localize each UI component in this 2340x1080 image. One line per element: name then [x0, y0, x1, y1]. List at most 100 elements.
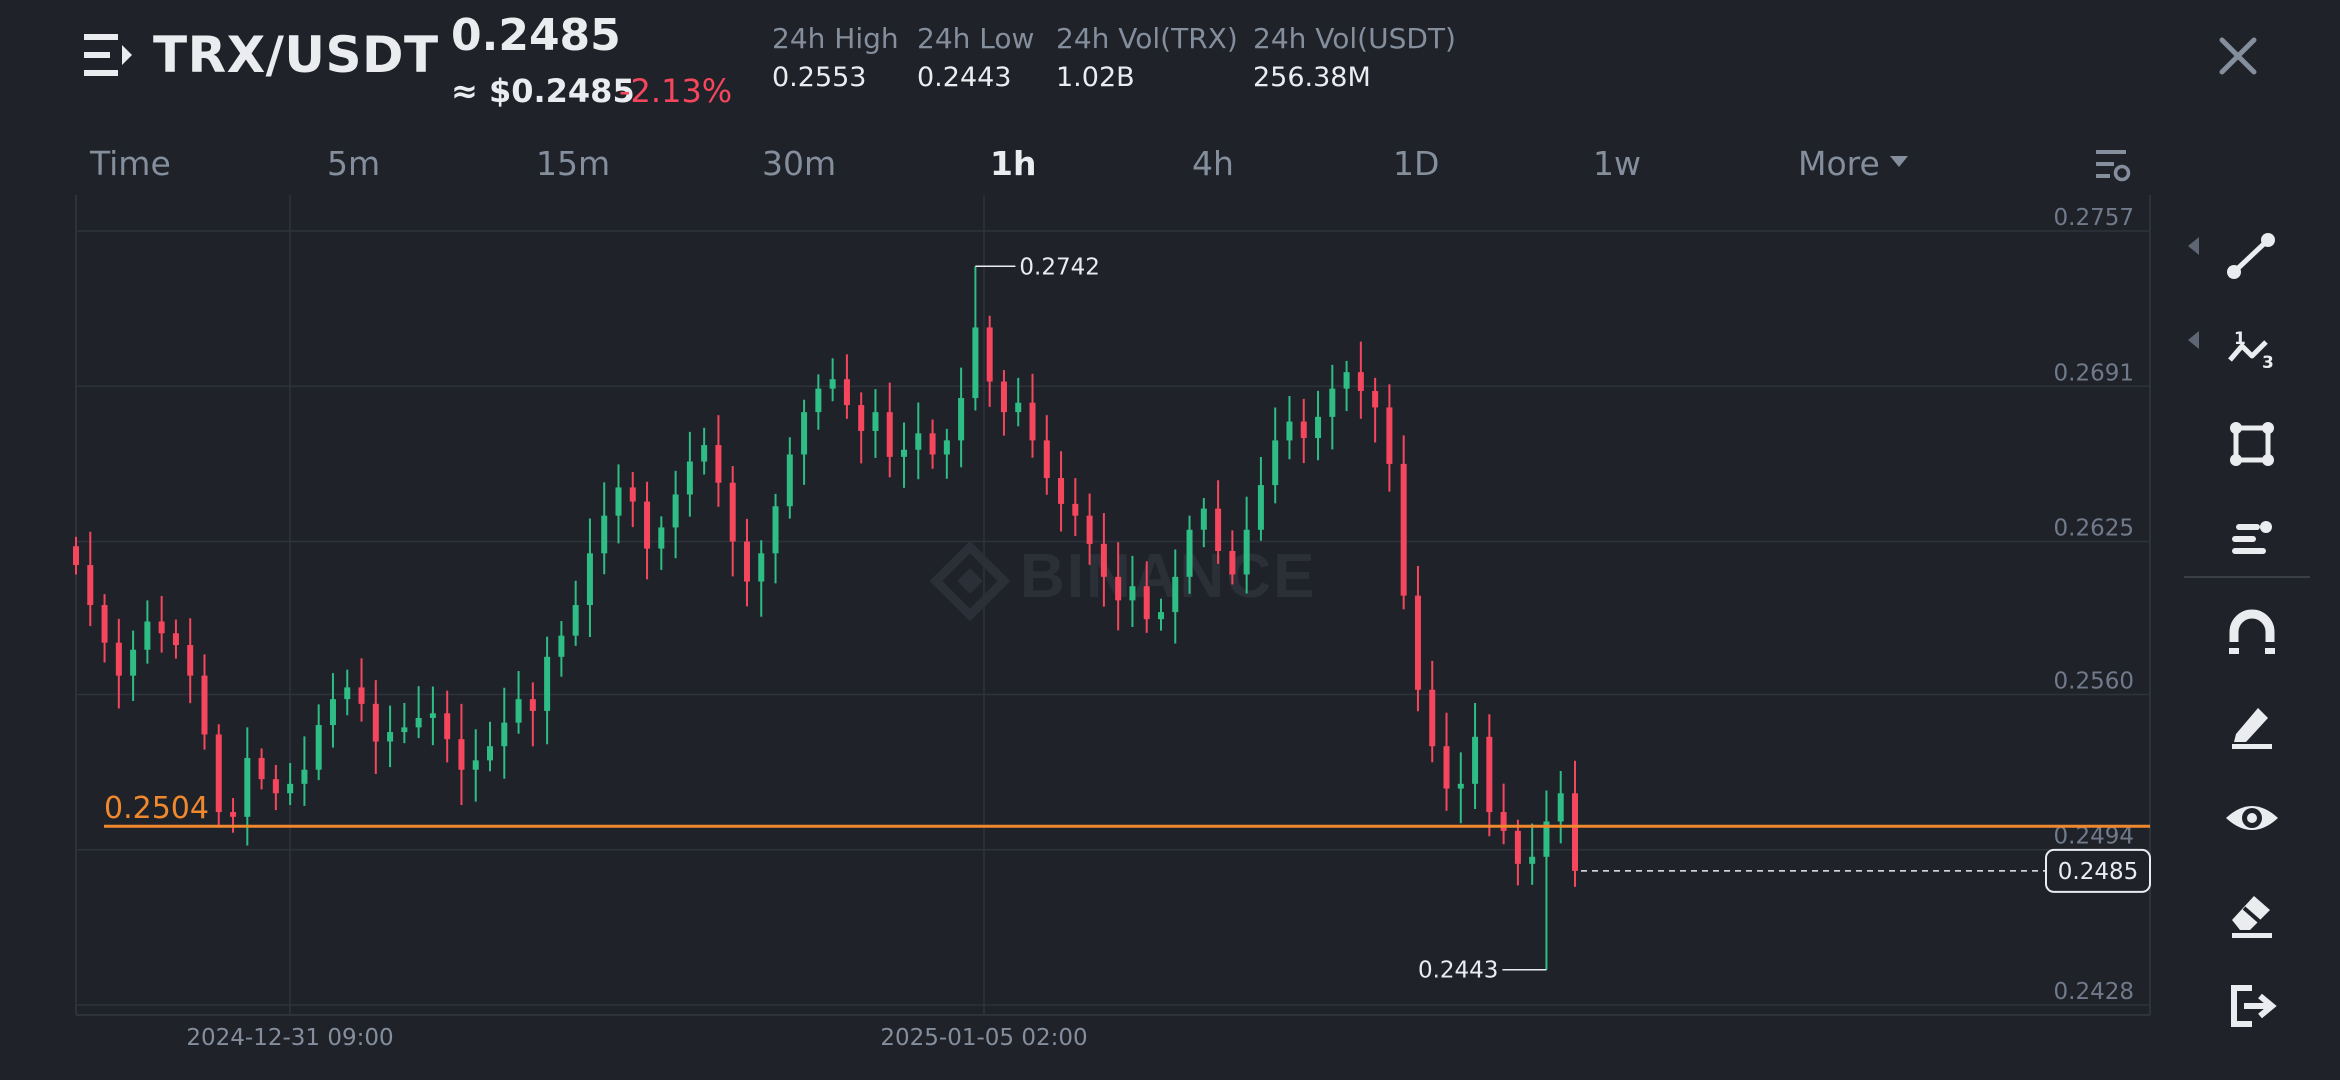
- stat-label-24h-vol-usdt: 24h Vol(USDT): [1253, 22, 1456, 55]
- current-price-tag: [2045, 848, 2151, 893]
- candle-body: [1343, 372, 1350, 389]
- candle-body: [1072, 503, 1079, 516]
- candle-body: [215, 734, 222, 813]
- candles: [73, 266, 1578, 970]
- magnet-icon[interactable]: [2222, 602, 2282, 662]
- text-tool-icon[interactable]: [2222, 508, 2282, 568]
- candle-body: [729, 482, 736, 542]
- tab-more[interactable]: More: [1798, 144, 1908, 183]
- candle-body: [1015, 402, 1022, 413]
- candle-body: [87, 565, 94, 606]
- candle-body: [1514, 830, 1521, 864]
- low-marker-label: 0.2443: [1418, 958, 1498, 984]
- candle-body: [73, 546, 79, 566]
- svg-text:3: 3: [2262, 353, 2274, 373]
- candle-body: [786, 454, 793, 507]
- candle-body: [501, 722, 508, 747]
- candle-body: [943, 440, 950, 455]
- expand-caret-icon[interactable]: [2188, 237, 2199, 255]
- price-change-percent: -2.13%: [619, 72, 733, 110]
- candle-body: [315, 725, 322, 770]
- candle-body: [472, 760, 479, 770]
- caret-down-icon: [1889, 156, 1908, 167]
- candle-body: [244, 757, 251, 817]
- candle-body: [1215, 508, 1222, 551]
- chart-settings-icon[interactable]: [2094, 146, 2132, 184]
- candle-body: [972, 327, 979, 399]
- candle-body: [1429, 689, 1436, 747]
- candle-body: [801, 412, 808, 455]
- candle-body: [1529, 856, 1536, 864]
- expand-caret-icon[interactable]: [2188, 331, 2199, 349]
- candle-body: [715, 445, 722, 483]
- menu-icon[interactable]: [84, 32, 134, 78]
- candle-body: [201, 675, 208, 735]
- candle-body: [915, 433, 922, 450]
- pair-title[interactable]: TRX/USDT: [153, 26, 439, 84]
- pencil-icon[interactable]: [2222, 694, 2282, 754]
- tab-1h[interactable]: 1h: [990, 144, 1037, 183]
- candle-body: [1243, 529, 1250, 575]
- price-tick-label: 0.2494: [2054, 824, 2134, 850]
- eye-icon[interactable]: [2222, 788, 2282, 848]
- candle-body: [929, 433, 936, 455]
- candle-body: [115, 642, 122, 676]
- tab-4h[interactable]: 4h: [1192, 144, 1234, 183]
- binance-logo-icon: [929, 540, 1011, 622]
- chart-grid: [75, 195, 2151, 1016]
- candle-body: [1157, 612, 1164, 620]
- fibonacci-icon[interactable]: 1 3: [2222, 320, 2282, 380]
- eraser-icon[interactable]: [2222, 882, 2282, 942]
- candle-body: [458, 739, 465, 770]
- candle-body: [644, 501, 651, 549]
- tab-1d[interactable]: 1D: [1393, 144, 1440, 183]
- current-price-label: 0.2485: [2058, 859, 2138, 885]
- tab-15m[interactable]: 15m: [536, 144, 611, 183]
- candle-body: [772, 506, 779, 554]
- candle-body: [329, 699, 336, 726]
- tab-30m[interactable]: 30m: [762, 144, 837, 183]
- close-icon[interactable]: [2216, 34, 2260, 78]
- tab-1w[interactable]: 1w: [1593, 144, 1641, 183]
- ticker-header: TRX/USDT 0.2485 ≈ $0.2485 -2.13% 24h Hig…: [0, 0, 2340, 130]
- candle-body: [158, 621, 165, 634]
- candle-body: [1086, 515, 1093, 544]
- candle-body: [1058, 478, 1065, 504]
- alert-price-label: 0.2504: [104, 791, 209, 826]
- shape-icon[interactable]: [2222, 414, 2282, 474]
- candle-body: [544, 656, 551, 711]
- candle-body: [1472, 736, 1479, 784]
- candle-body: [1572, 793, 1578, 871]
- candle-body: [187, 645, 194, 676]
- candle-body: [1500, 812, 1507, 831]
- candlestick-chart[interactable]: BINANCE 0.27570.26910.26250.25600.24940.…: [0, 195, 2160, 1065]
- candle-body: [515, 699, 522, 723]
- candle-body: [1557, 793, 1564, 822]
- time-tick-label: 2025-01-05 02:00: [880, 1025, 1087, 1051]
- chart-markers: 0.2504 0.2742 0.2443 0.2485: [104, 254, 2151, 984]
- candle-body: [1400, 463, 1407, 596]
- stat-value-24h-low: 0.2443: [917, 62, 1012, 93]
- candle-body: [1272, 440, 1279, 486]
- tab-5m[interactable]: 5m: [327, 144, 381, 183]
- exit-icon[interactable]: [2222, 976, 2282, 1036]
- candle-body: [558, 635, 565, 657]
- time-tick-label: 2024-12-31 09:00: [186, 1025, 393, 1051]
- candle-body: [1443, 746, 1450, 789]
- candle-body: [1143, 586, 1150, 620]
- candle-body: [615, 487, 622, 516]
- candle-body: [415, 717, 422, 728]
- high-marker-label: 0.2742: [1019, 254, 1099, 280]
- tab-time[interactable]: Time: [90, 144, 171, 183]
- time-axis: 2024-12-31 09:00 2025-01-05 02:00: [186, 1025, 1087, 1051]
- candle-body: [358, 687, 365, 704]
- timeframe-bar: Time 5m 15m 30m 1h 4h 1D 1w More: [0, 136, 2160, 196]
- candle-body: [815, 388, 822, 413]
- candle-body: [658, 527, 665, 549]
- price-tick-label: 0.2625: [2054, 516, 2134, 542]
- trend-line-icon[interactable]: [2222, 226, 2282, 286]
- last-price: 0.2485: [451, 10, 621, 61]
- candle-body: [843, 379, 850, 406]
- candle-body: [230, 812, 237, 817]
- candle-body: [829, 379, 836, 389]
